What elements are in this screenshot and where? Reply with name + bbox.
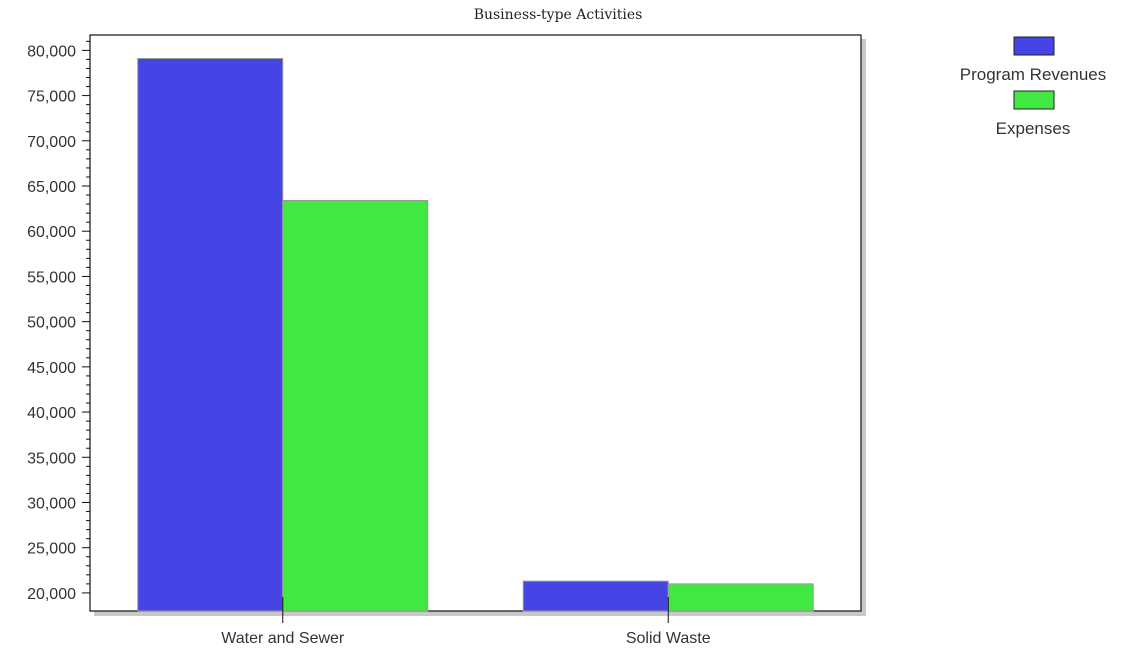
y-tick-label: 70,000 <box>27 134 76 151</box>
bar-program-revenues-water-and-sewer <box>137 58 284 612</box>
chart-title: Business-type Activities <box>474 7 643 23</box>
x-tick-label: Water and Sewer <box>221 630 345 647</box>
legend-swatch-program-revenues <box>1013 36 1055 56</box>
legend-label-program-revenues: Program Revenues <box>960 65 1106 84</box>
shadow-right <box>861 39 866 616</box>
bar-expenses-solid-waste <box>667 583 814 612</box>
y-tick-label: 25,000 <box>27 541 76 558</box>
bar-expenses-water-and-sewer <box>282 199 429 612</box>
bars-group <box>137 58 814 612</box>
y-tick-label: 35,000 <box>27 450 76 467</box>
bar-program-revenues-solid-waste <box>522 580 669 612</box>
legend-label-expenses: Expenses <box>996 119 1071 138</box>
x-axis: Water and Sewer Solid Waste <box>221 597 711 647</box>
y-tick-label: 75,000 <box>27 89 76 106</box>
y-tick-label: 50,000 <box>27 315 76 332</box>
shadow-bottom <box>94 611 866 616</box>
y-tick-label: 30,000 <box>27 495 76 512</box>
y-tick-label: 55,000 <box>27 269 76 286</box>
y-tick-label: 80,000 <box>27 43 76 60</box>
legend-swatch-expenses <box>1013 90 1055 110</box>
y-tick-label: 20,000 <box>27 586 76 603</box>
x-tick-label: Solid Waste <box>626 630 711 647</box>
legend: Program Revenues Expenses <box>960 36 1106 138</box>
y-tick-label: 40,000 <box>27 405 76 422</box>
y-tick-label: 45,000 <box>27 360 76 377</box>
y-tick-label: 65,000 <box>27 179 76 196</box>
y-axis: 20,000 25,000 30,000 35,000 40,000 45,000 50,0… <box>27 40 90 603</box>
y-tick-label: 60,000 <box>27 224 76 241</box>
plot-area-shadow <box>94 39 866 616</box>
